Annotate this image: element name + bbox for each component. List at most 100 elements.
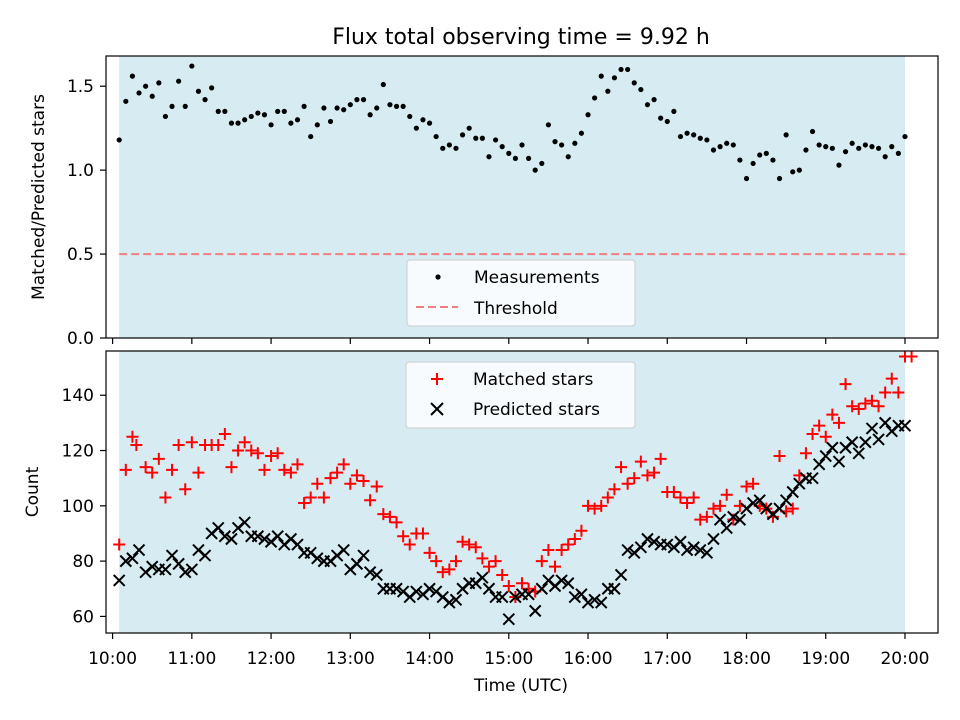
predicted-star-point <box>172 557 185 571</box>
matched-star-point <box>568 533 581 545</box>
matched-star-point <box>892 386 905 399</box>
measurement-point <box>433 133 439 140</box>
matched-star-point <box>667 486 680 498</box>
measurement-point <box>294 117 301 123</box>
x-tick-label: 10:00 <box>88 649 137 669</box>
measurement-point <box>380 81 386 88</box>
matched-star-point <box>879 386 892 399</box>
top-y-tick-label: 0.5 <box>67 245 94 265</box>
measurement-point <box>809 128 816 135</box>
top-panel: 0.0 0.5 1.0 1.5 Matched/Predicted stars Mea… <box>29 55 939 349</box>
measurement-point <box>215 108 221 114</box>
matched-star-point <box>575 524 588 537</box>
matched-star-point <box>350 469 363 482</box>
matched-star-point <box>839 378 852 391</box>
x-axis-label: Time (UTC) <box>473 676 568 696</box>
predicted-star-point <box>661 538 674 551</box>
matched-star-point <box>799 447 812 460</box>
bottom-y-tick-label: 100 <box>62 497 94 517</box>
predicted-star-point <box>694 543 707 557</box>
measurement-point <box>473 135 479 141</box>
predicted-star-point <box>898 419 912 432</box>
matched-star-point <box>582 499 595 512</box>
measurement-point <box>506 150 512 156</box>
measurement-point <box>651 97 657 103</box>
predicted-star-point <box>112 574 126 587</box>
matched-star-point <box>905 350 918 363</box>
measurement-point <box>301 103 307 109</box>
measurement-point <box>552 139 558 145</box>
measurement-point <box>347 102 353 108</box>
matched-star-point <box>555 544 568 557</box>
measurement-point <box>691 132 697 138</box>
measurement-point <box>248 113 254 120</box>
matched-star-point <box>344 477 357 490</box>
predicted-star-point <box>680 543 694 557</box>
measurement-point <box>222 108 228 114</box>
measurement-point <box>803 147 809 153</box>
matched-star-point <box>232 444 245 457</box>
matched-star-point <box>146 466 159 479</box>
matched-star-point <box>383 510 396 523</box>
predicted-star-point <box>251 530 265 543</box>
measurement-point <box>149 93 155 99</box>
matched-star-point <box>608 483 621 496</box>
measurement-point <box>268 122 274 128</box>
matched-star-point <box>621 477 634 490</box>
matched-star-point <box>291 458 304 471</box>
matched-star-point <box>166 463 179 476</box>
measurement-point <box>341 107 347 113</box>
predicted-star-point <box>826 441 839 454</box>
measurement-point <box>862 142 868 148</box>
predicted-star-point <box>588 593 601 607</box>
x-tick-label: 12:00 <box>247 649 296 669</box>
matched-star-point <box>522 582 535 595</box>
top-y-tick-label: 0.0 <box>67 329 94 349</box>
matched-star-point <box>443 563 456 576</box>
matched-star-point <box>172 439 185 451</box>
matched-star-point <box>390 516 403 529</box>
predicted-star-point <box>225 532 238 546</box>
matched-star-point <box>436 566 449 579</box>
matched-star-point <box>324 472 337 485</box>
matched-star-point <box>542 544 555 557</box>
matched-star-point <box>747 477 760 490</box>
matched-star-point <box>403 538 416 551</box>
predicted-star-point <box>126 552 139 565</box>
matched-star-point <box>278 463 291 476</box>
matched-star-point <box>298 497 311 510</box>
predicted-star-point <box>872 433 885 446</box>
matched-star-point <box>456 535 469 548</box>
predicted-star-point <box>878 416 892 430</box>
matched-star-point <box>251 447 264 460</box>
predicted-star-point <box>502 612 516 626</box>
legend-marker-matched <box>431 373 443 385</box>
measurement-point <box>875 145 882 151</box>
measurement-point <box>367 112 373 118</box>
measurement-point <box>625 66 631 73</box>
predicted-star-point <box>687 541 700 554</box>
measurement-point <box>618 66 624 73</box>
top-legend-box <box>406 259 636 327</box>
matched-star-point <box>364 494 377 507</box>
matched-star-point <box>502 580 515 592</box>
predicted-star-point <box>819 449 832 463</box>
predicted-star-point <box>852 447 865 460</box>
measurement-point <box>578 130 585 136</box>
measurement-point <box>757 152 763 158</box>
predicted-star-point <box>198 549 212 562</box>
measurement-point <box>512 155 518 161</box>
bottom-legend-box <box>405 361 636 429</box>
bottom-y-tick-label: 80 <box>72 552 94 572</box>
matched-star-point <box>304 491 317 504</box>
measurement-point <box>710 147 717 153</box>
measurement-point <box>545 122 552 128</box>
measurement-point <box>882 154 888 160</box>
predicted-star-point <box>581 596 595 609</box>
measurement-point <box>829 145 835 151</box>
matched-star-point <box>416 527 429 540</box>
matched-star-point <box>430 555 443 568</box>
predicted-star-point <box>779 494 793 507</box>
matched-star-point <box>370 480 383 493</box>
